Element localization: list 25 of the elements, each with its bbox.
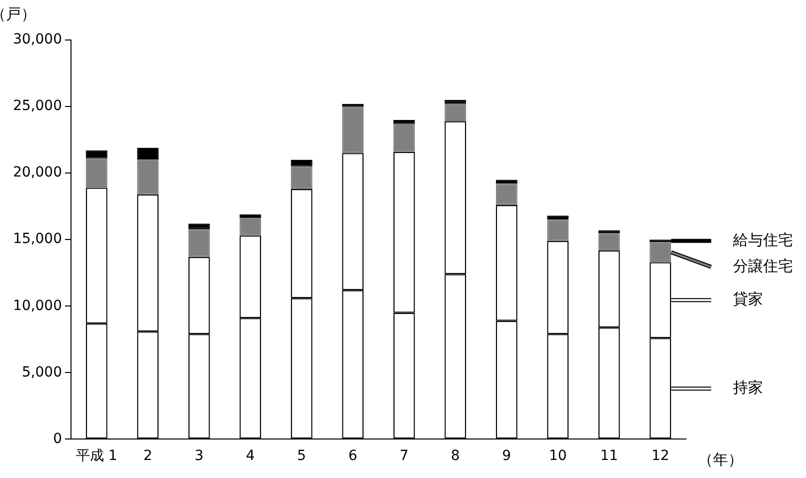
x-tick-label: 平成 1	[76, 448, 118, 464]
x-tick-label: 2	[143, 448, 152, 464]
legend-label: 分譲住宅	[733, 256, 794, 275]
x-tick-label: 9	[502, 448, 512, 464]
x-tick-label: 6	[348, 448, 358, 464]
x-tick-label: 12	[651, 448, 670, 464]
y-tick-label: 10,000	[12, 298, 62, 314]
y-tick-label: 20,000	[12, 164, 62, 181]
x-axis-title: （年）	[698, 450, 743, 469]
x-tick-label: 4	[246, 448, 255, 464]
legend-label: 持家	[733, 378, 764, 397]
y-tick-label: 5,000	[22, 364, 62, 380]
x-tick-label: 7	[400, 448, 409, 464]
y-tick-label: 25,000	[12, 98, 62, 114]
y-tick-label: 30,000	[12, 32, 62, 48]
legend-label: 給与住宅	[732, 230, 794, 249]
x-tick-label: 8	[450, 448, 460, 464]
x-tick-label: 3	[194, 448, 204, 464]
x-tick-label: 5	[297, 448, 306, 464]
x-tick-label: 10	[548, 448, 567, 464]
y-tick-label: 15,000	[12, 231, 62, 248]
y-axis-title: （戸）	[0, 4, 36, 23]
x-tick-label: 11	[600, 448, 618, 464]
legend-label: 貸家	[733, 290, 764, 308]
y-tick-label: 0	[53, 430, 62, 447]
